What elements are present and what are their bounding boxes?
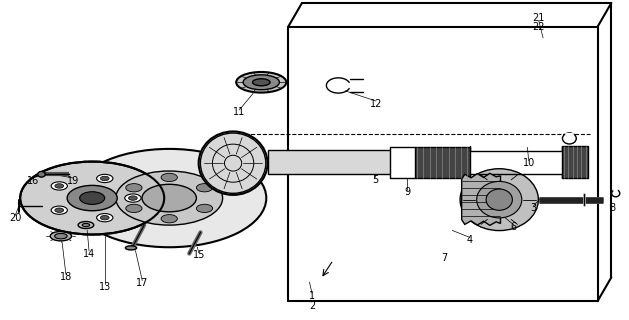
- Ellipse shape: [252, 79, 270, 86]
- Ellipse shape: [82, 223, 90, 227]
- Text: 4: 4: [467, 235, 473, 245]
- Polygon shape: [462, 173, 501, 225]
- Circle shape: [142, 184, 196, 212]
- FancyBboxPatch shape: [415, 147, 470, 178]
- Text: 16: 16: [26, 176, 39, 186]
- Circle shape: [126, 204, 142, 212]
- Ellipse shape: [199, 132, 267, 195]
- Circle shape: [20, 162, 164, 235]
- Text: 14: 14: [83, 249, 95, 259]
- Ellipse shape: [243, 75, 279, 90]
- Circle shape: [80, 192, 104, 204]
- Circle shape: [116, 171, 223, 225]
- Circle shape: [126, 184, 142, 192]
- Ellipse shape: [55, 233, 67, 239]
- Circle shape: [51, 206, 67, 214]
- Circle shape: [97, 213, 113, 222]
- Circle shape: [101, 215, 109, 220]
- Ellipse shape: [237, 72, 286, 92]
- Text: 21: 21: [533, 13, 545, 23]
- Ellipse shape: [477, 181, 522, 218]
- Text: 8: 8: [609, 203, 615, 213]
- Text: 20: 20: [9, 213, 21, 223]
- Circle shape: [161, 173, 177, 181]
- Text: 5: 5: [372, 175, 379, 185]
- Text: 12: 12: [370, 99, 382, 108]
- Text: 7: 7: [442, 253, 448, 263]
- Text: 18: 18: [60, 272, 72, 282]
- Circle shape: [161, 215, 177, 223]
- Text: 17: 17: [136, 278, 148, 288]
- Text: 13: 13: [99, 282, 111, 292]
- Circle shape: [72, 149, 266, 247]
- Text: 1: 1: [309, 291, 315, 301]
- Ellipse shape: [486, 189, 513, 210]
- Text: 19: 19: [67, 176, 79, 186]
- Circle shape: [196, 184, 213, 192]
- Circle shape: [97, 174, 113, 183]
- Ellipse shape: [50, 231, 72, 241]
- Text: 3: 3: [531, 203, 537, 213]
- Circle shape: [55, 208, 64, 212]
- Circle shape: [51, 182, 67, 190]
- Circle shape: [128, 196, 137, 200]
- Circle shape: [101, 176, 109, 181]
- Ellipse shape: [38, 172, 45, 177]
- Text: 9: 9: [404, 187, 410, 197]
- Text: 6: 6: [511, 222, 516, 232]
- Text: 11: 11: [233, 108, 245, 117]
- Text: 10: 10: [523, 158, 535, 168]
- FancyBboxPatch shape: [267, 150, 389, 174]
- Circle shape: [55, 184, 64, 188]
- Text: 2: 2: [309, 301, 315, 311]
- FancyBboxPatch shape: [562, 146, 588, 178]
- Text: 15: 15: [192, 250, 205, 260]
- Circle shape: [125, 194, 141, 202]
- Circle shape: [196, 204, 213, 212]
- Circle shape: [67, 185, 117, 211]
- Ellipse shape: [78, 221, 94, 228]
- Text: 22: 22: [532, 22, 545, 32]
- Ellipse shape: [460, 169, 538, 231]
- Ellipse shape: [125, 246, 136, 250]
